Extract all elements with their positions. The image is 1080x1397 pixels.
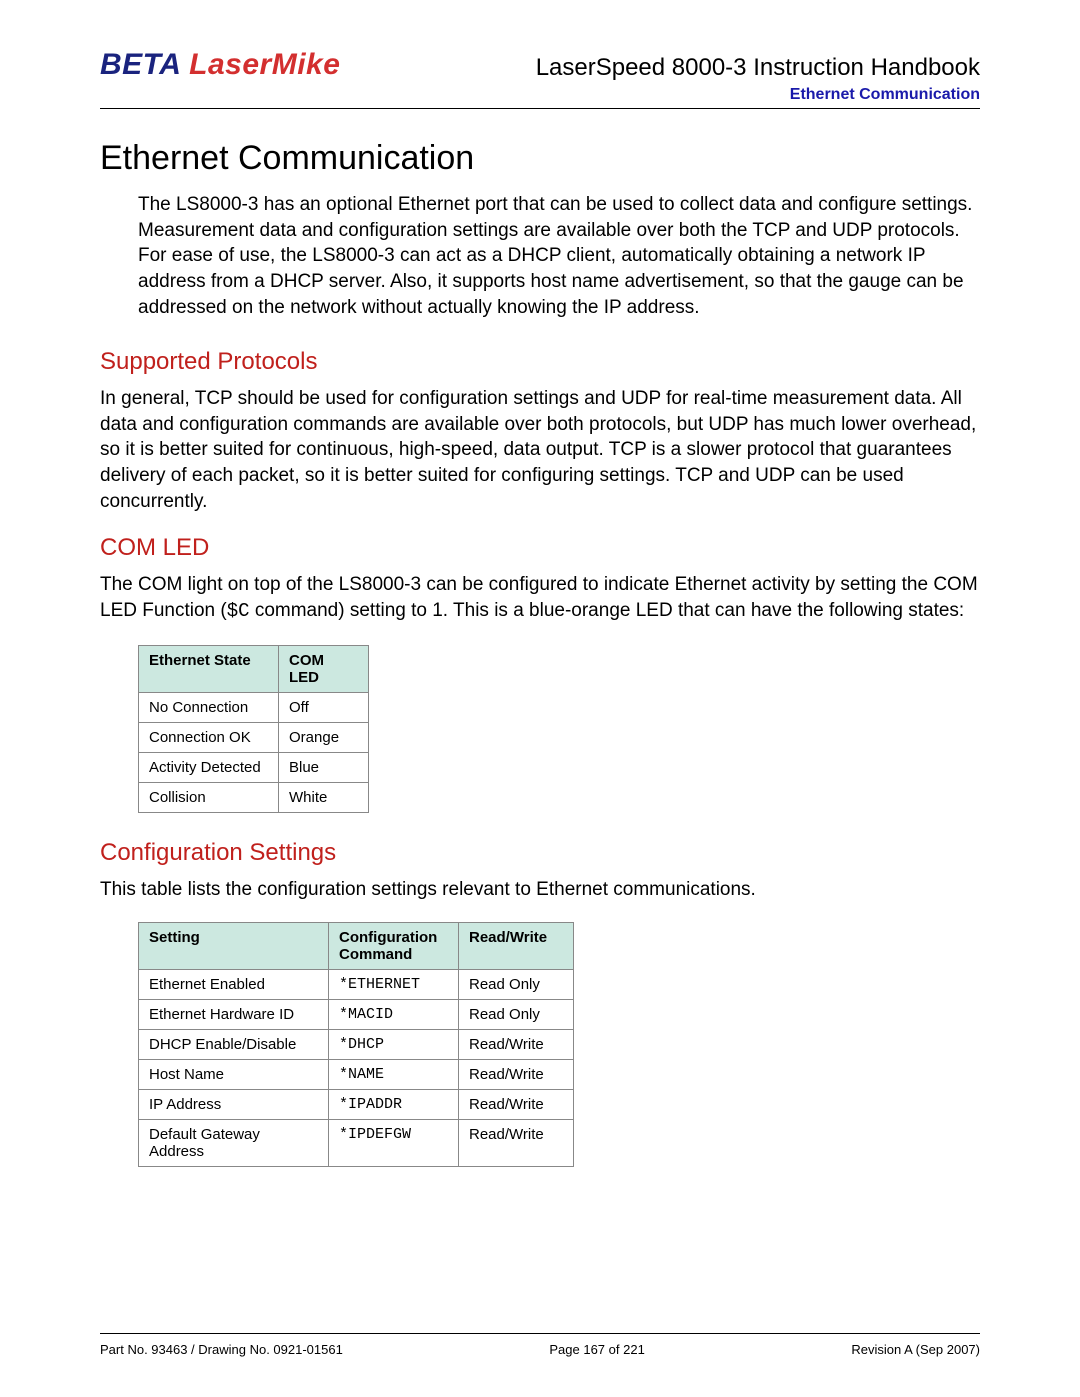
footer-left: Part No. 93463 / Drawing No. 0921-01561 xyxy=(100,1342,343,1357)
table-row: CollisionWhite xyxy=(139,782,369,812)
table-row: Connection OKOrange xyxy=(139,722,369,752)
table-header-row: Ethernet State COM LED xyxy=(139,645,369,692)
section-label: Ethernet Communication xyxy=(100,86,980,104)
table-row: IP Address*IPADDRRead/Write xyxy=(139,1090,574,1120)
config-text: This table lists the configuration setti… xyxy=(100,877,980,903)
comled-text-after: command) setting to 1. This is a blue-or… xyxy=(250,600,965,621)
protocols-heading: Supported Protocols xyxy=(100,348,980,376)
document-title: LaserSpeed 8000-3 Instruction Handbook xyxy=(536,54,980,82)
comled-code: $C xyxy=(227,600,250,622)
config-col-2: Read/Write xyxy=(459,923,574,970)
page-header: BETA LaserMike LaserSpeed 8000-3 Instruc… xyxy=(100,48,980,82)
brand-logo: BETA LaserMike xyxy=(100,48,340,82)
table-row: Default Gateway Address*IPDEFGWRead/Writ… xyxy=(139,1120,574,1167)
table-row: Host Name*NAMERead/Write xyxy=(139,1060,574,1090)
comled-heading: COM LED xyxy=(100,534,980,562)
table-row: Activity DetectedBlue xyxy=(139,752,369,782)
config-col-1: Configuration Command xyxy=(329,923,459,970)
logo-beta: BETA xyxy=(100,48,180,81)
header-rule xyxy=(100,108,980,109)
config-col-0: Setting xyxy=(139,923,329,970)
footer-rule xyxy=(100,1333,980,1334)
comled-col-1: COM LED xyxy=(279,645,369,692)
chapter-intro: The LS8000-3 has an optional Ethernet po… xyxy=(138,192,980,320)
table-row: Ethernet Hardware ID*MACIDRead Only xyxy=(139,1000,574,1030)
page-footer: Part No. 93463 / Drawing No. 0921-01561 … xyxy=(100,1333,980,1357)
footer-center: Page 167 of 221 xyxy=(549,1342,644,1357)
comled-col-0: Ethernet State xyxy=(139,645,279,692)
protocols-text: In general, TCP should be used for confi… xyxy=(100,386,980,514)
chapter-title: Ethernet Communication xyxy=(100,139,980,178)
comled-table: Ethernet State COM LED No ConnectionOff … xyxy=(138,645,369,813)
table-header-row: Setting Configuration Command Read/Write xyxy=(139,923,574,970)
table-row: DHCP Enable/Disable*DHCPRead/Write xyxy=(139,1030,574,1060)
config-heading: Configuration Settings xyxy=(100,839,980,867)
table-row: No ConnectionOff xyxy=(139,692,369,722)
footer-right: Revision A (Sep 2007) xyxy=(851,1342,980,1357)
comled-text: The COM light on top of the LS8000-3 can… xyxy=(100,572,980,624)
config-table: Setting Configuration Command Read/Write… xyxy=(138,922,574,1167)
table-row: Ethernet Enabled*ETHERNETRead Only xyxy=(139,970,574,1000)
logo-lasermike: LaserMike xyxy=(189,48,340,81)
